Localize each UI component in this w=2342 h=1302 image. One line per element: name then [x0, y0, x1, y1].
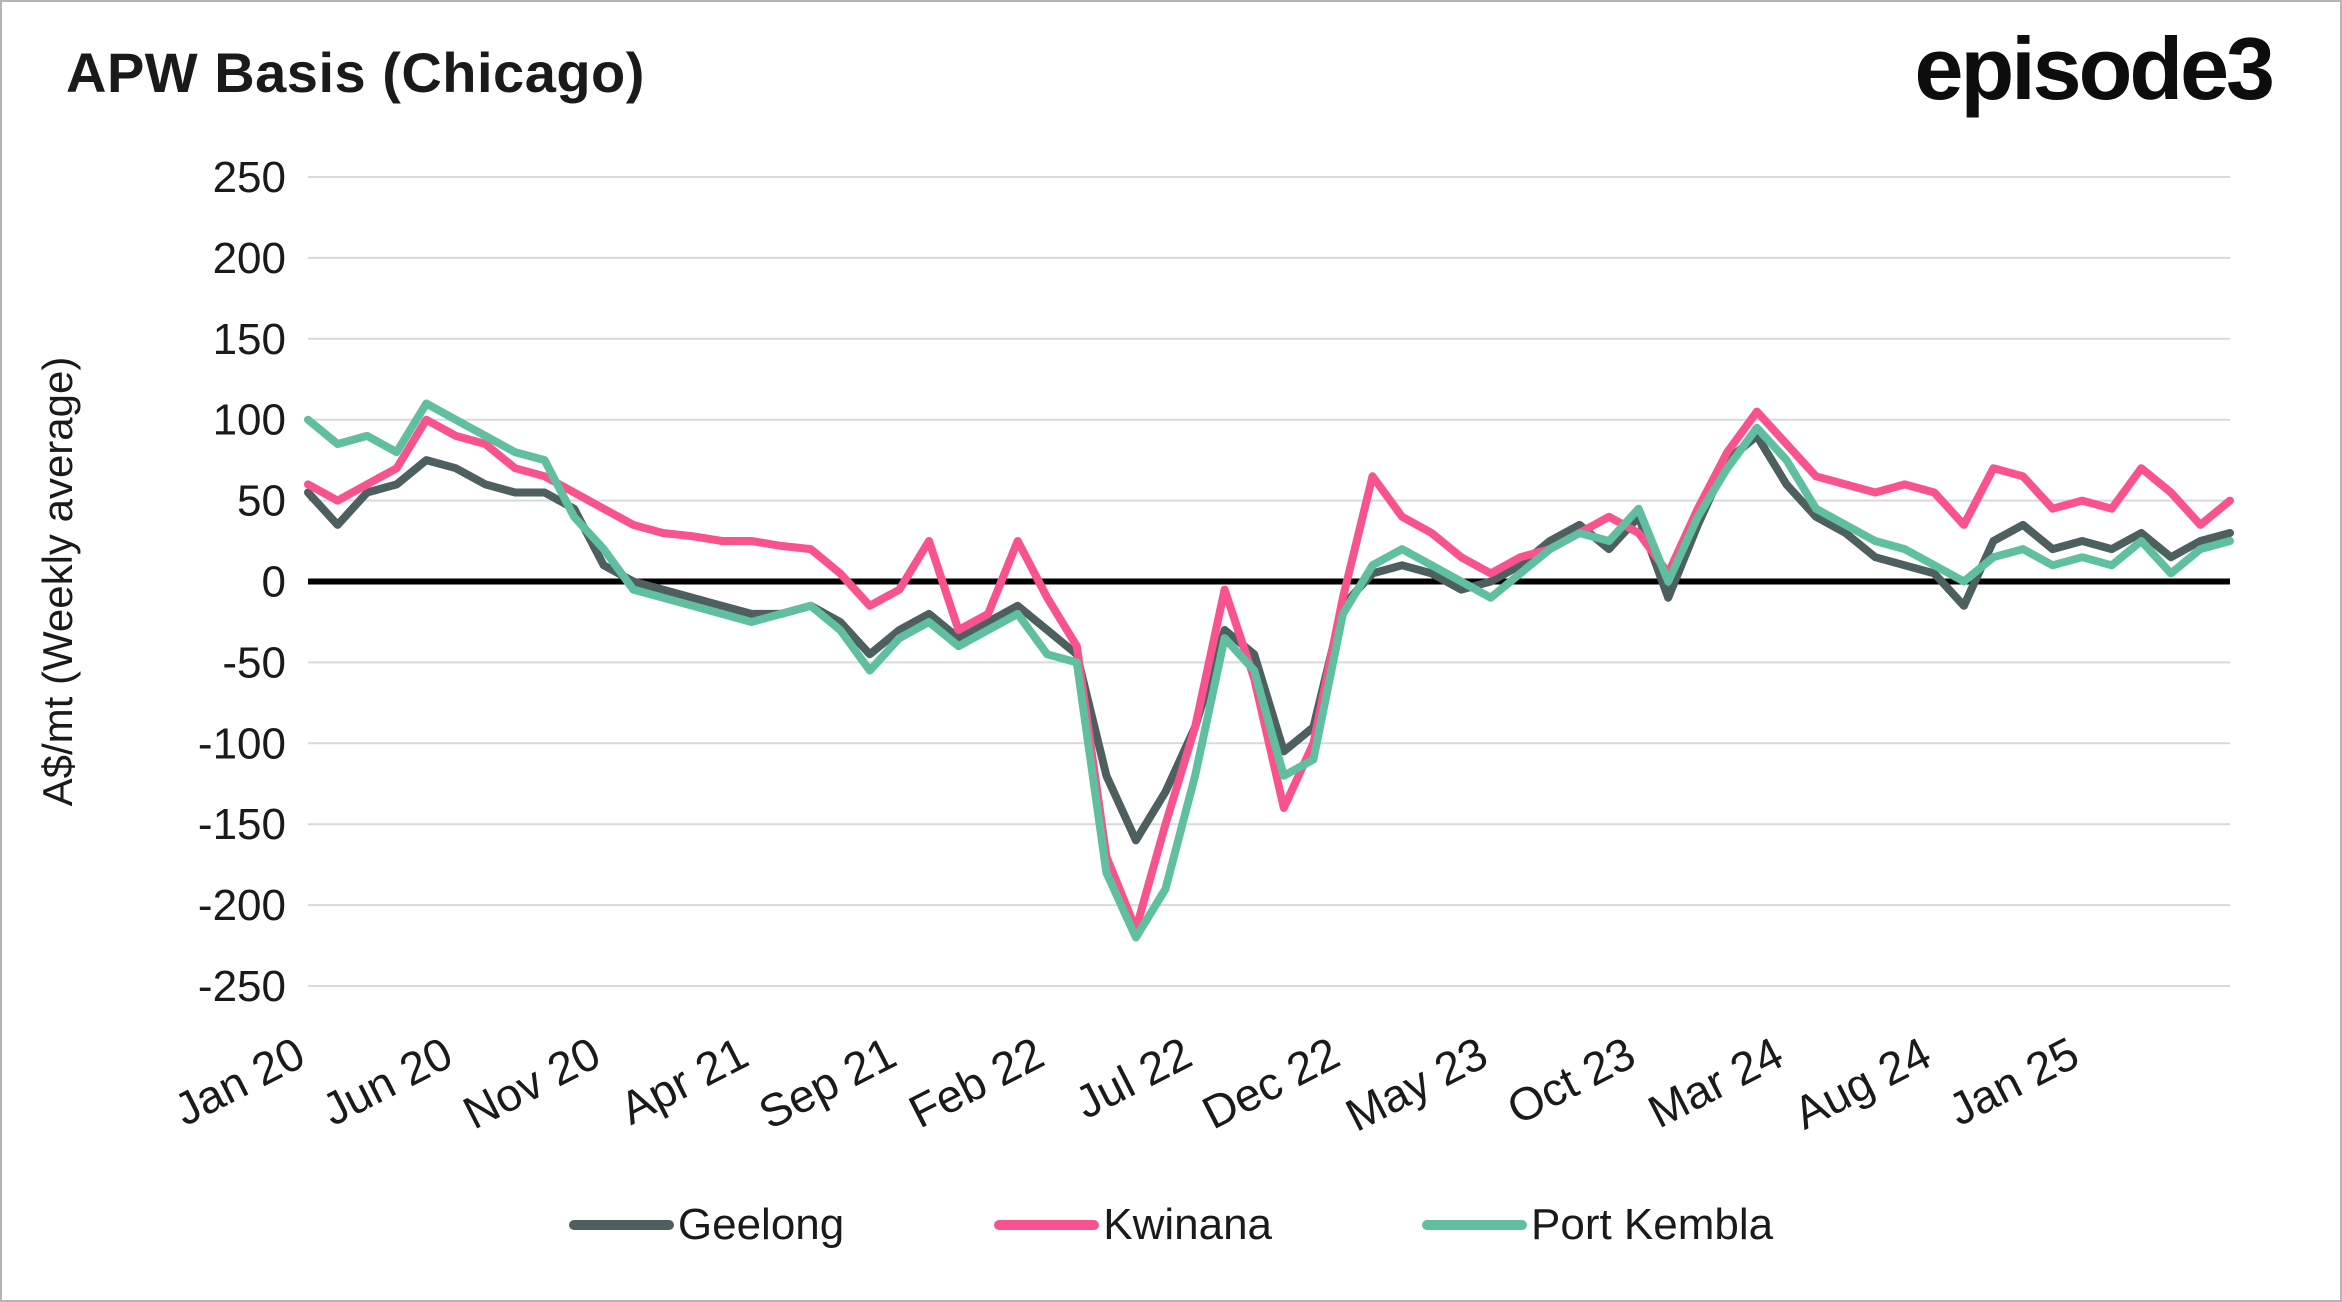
x-tick-label: Feb 22: [901, 1027, 1052, 1138]
kwinana-line-swatch: [994, 1220, 1100, 1230]
y-tick-label: 50: [237, 477, 286, 526]
x-tick-label: Jan 25: [1940, 1027, 2087, 1136]
x-tick-label: Sep 21: [750, 1027, 904, 1140]
x-tick-label: May 23: [1337, 1027, 1495, 1142]
y-tick-label: 100: [213, 396, 286, 445]
y-tick-label: -250: [198, 962, 286, 1011]
series-port-kembla: [304, 399, 2234, 942]
chart-title: APW Basis (Chicago): [66, 41, 645, 104]
y-tick-label: 150: [213, 315, 286, 364]
episode3-logo: episode3: [1914, 19, 2275, 118]
legend-label-kwinana: Kwinana: [1103, 1200, 1273, 1249]
x-tick-label: Nov 20: [455, 1027, 608, 1140]
y-tick-label: -100: [198, 719, 286, 768]
legend-label-geelong: Geelong: [677, 1200, 845, 1249]
geelong-line-swatch: [568, 1220, 674, 1230]
x-tick-label: Jul 22: [1067, 1027, 1200, 1129]
x-tick-label: Dec 22: [1194, 1027, 1347, 1140]
x-tick-label: Aug 24: [1785, 1027, 1939, 1140]
legend-item-kwinana: Kwinana: [994, 1200, 1272, 1250]
legend-label-port-kembla: Port Kembla: [1531, 1200, 1774, 1249]
y-tick-label: -150: [198, 800, 286, 849]
legend-item-port-kembla: Port Kembla: [1422, 1200, 1773, 1250]
x-tick-label: Apr 21: [612, 1027, 756, 1135]
x-tick-label: Mar 24: [1640, 1027, 1791, 1138]
y-tick-label: 250: [213, 153, 286, 202]
x-tick-label: Jan 20: [166, 1027, 313, 1136]
legend-item-geelong: Geelong: [568, 1200, 845, 1250]
y-tick-label: 200: [213, 234, 286, 283]
series-kwinana: [304, 407, 2234, 934]
y-tick-label: -200: [198, 881, 286, 930]
legend: Geelong Kwinana Port Kembla: [2, 1200, 2340, 1250]
y-axis-title: A$/mt (Weekly average): [34, 357, 81, 807]
y-tick-label: 0: [262, 558, 286, 607]
chart-svg: 250 200 150 100 50 0 -50 -100 -150 -200 -250 Jan 20…: [34, 153, 2234, 1142]
x-tick-label: Jun 20: [314, 1027, 461, 1136]
port-kembla-line-swatch: [1422, 1220, 1528, 1230]
x-tick-label: Oct 23: [1499, 1027, 1643, 1135]
y-tick-label: -50: [222, 638, 286, 687]
